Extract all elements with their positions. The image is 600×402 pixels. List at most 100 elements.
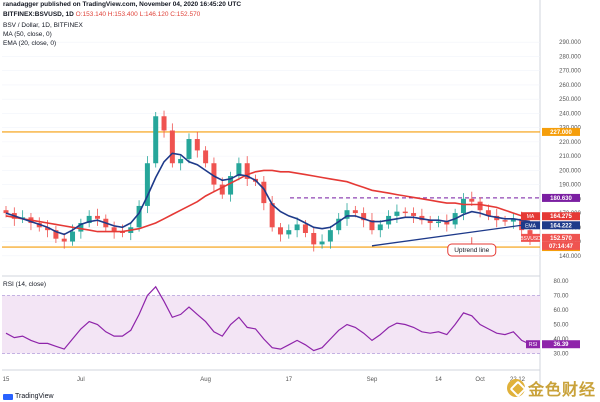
rsi-tick-label: 30.00 — [553, 352, 569, 358]
time-tick-label: 17 — [285, 377, 292, 383]
ohlc-values: O:153.140 H:153.400 L:146.120 C:152.570 — [75, 11, 201, 18]
candle-body — [436, 221, 442, 224]
price-tick-label: 140.000 — [559, 254, 581, 260]
candle-body — [277, 227, 283, 235]
candle-body — [394, 211, 400, 216]
axis-tag-name-box — [521, 233, 540, 242]
axis-tag-value: 07:14:47 — [549, 244, 574, 250]
candle-body — [261, 181, 267, 204]
ema-legend: EMA (20, close, 0) — [3, 40, 57, 47]
candle-body — [144, 163, 150, 206]
candle-body — [45, 227, 51, 231]
time-tick-label: 15 — [3, 377, 10, 383]
candle-body — [319, 241, 325, 245]
candle-body — [485, 210, 491, 216]
time-tick-label: Jul — [77, 377, 85, 383]
axis-tag-name: EMA — [525, 223, 537, 229]
watermark-logo-icon — [506, 379, 525, 397]
rsi-tag-name-box — [526, 340, 540, 349]
time-tick-label: 12 — [518, 377, 525, 383]
candle-body — [136, 205, 142, 228]
candle-body — [169, 130, 175, 164]
candle-body — [194, 139, 200, 151]
symbol-title: BSV / Dollar, 1D, BITFINEX — [3, 22, 83, 29]
rsi-tick-label: 60.00 — [553, 308, 569, 314]
candle-body — [336, 218, 342, 231]
axis-tag-value: 164.275 — [550, 214, 572, 220]
candle-body — [469, 198, 475, 202]
candle-body — [311, 232, 317, 245]
candle-body — [369, 220, 375, 231]
price-tick-label: 200.000 — [559, 168, 581, 174]
time-tick-label: Oct — [475, 377, 485, 383]
candle-body — [178, 158, 184, 164]
time-tick-label: 14 — [435, 377, 442, 383]
axis-tag-name-box — [521, 212, 540, 221]
candle-body — [94, 215, 100, 219]
price-tick-label: 190.000 — [559, 183, 581, 189]
candle-body — [286, 230, 292, 235]
candle-body — [344, 210, 350, 219]
candle-body — [3, 210, 9, 214]
rsi-tag-name: RSI — [529, 342, 537, 348]
candle-body — [244, 163, 250, 179]
axis-tag-name: MA — [527, 214, 535, 220]
watermark: 金色财经 — [506, 376, 596, 400]
level-tag — [542, 193, 580, 202]
candle-body — [477, 201, 483, 211]
candle-body — [236, 163, 242, 177]
tradingview-logo: TradingView — [3, 393, 54, 400]
price-tick-label: 240.000 — [559, 111, 581, 117]
axis-tag-value: 152.570 — [550, 236, 572, 242]
candle-body — [510, 218, 516, 222]
rsi-tag-value: 36.39 — [553, 342, 569, 348]
publisher-line: ranadagger published on TradingView.com,… — [3, 1, 242, 8]
candle-body — [502, 220, 508, 222]
rsi-band — [2, 295, 540, 354]
price-tick-label: 290.000 — [559, 40, 581, 46]
candle-body — [377, 224, 383, 231]
tradingview-icon — [3, 393, 13, 400]
rsi-tag-box — [542, 340, 580, 349]
level-tag-label: 180.630 — [550, 196, 572, 202]
callout-label: Uptrend line — [454, 247, 489, 254]
ema-line — [5, 152, 531, 236]
callout-box — [447, 243, 497, 257]
candle-body — [186, 139, 192, 159]
candle-body — [327, 230, 333, 242]
rsi-tick-label: 40.00 — [553, 337, 569, 343]
price-tick-label: 220.000 — [559, 140, 581, 146]
candle-body — [70, 231, 76, 242]
candle-body — [153, 116, 159, 164]
price-tick-label: 280.000 — [559, 54, 581, 60]
candle-body — [211, 163, 217, 185]
axis-tag-box — [542, 233, 580, 242]
price-tick-label: 210.000 — [559, 154, 581, 160]
candle-body — [161, 116, 167, 131]
uptrend-line — [371, 222, 539, 247]
axis-tag-value: 164.222 — [550, 223, 572, 229]
candle-body — [294, 224, 300, 231]
time-tick-label: Sep — [367, 377, 378, 383]
level-tag — [542, 127, 580, 136]
axis-tag-box — [542, 241, 580, 250]
ohlc-line: BITFINEX:BSVUSD, 1D O:153.140 H:153.400 … — [3, 11, 200, 19]
candle-body — [228, 176, 234, 195]
ma-line — [5, 169, 531, 233]
rsi-tick-label: 70.00 — [553, 294, 569, 300]
price-tick-label: 260.000 — [559, 83, 581, 89]
rsi-tick-label: 50.00 — [553, 323, 569, 329]
candle-body — [402, 211, 408, 214]
axis-tag-name-box — [521, 221, 540, 230]
rsi-line — [5, 285, 531, 352]
price-tick-label: 250.000 — [559, 97, 581, 103]
axis-tag-box — [542, 221, 580, 230]
candle-body — [61, 238, 67, 242]
candle-body — [219, 184, 225, 195]
price-tick-label: 270.000 — [559, 69, 581, 75]
candle-body — [302, 224, 308, 233]
candle-body — [78, 223, 84, 232]
candle-body — [427, 220, 433, 224]
ma-legend: MA (50, close, 0) — [3, 31, 52, 38]
